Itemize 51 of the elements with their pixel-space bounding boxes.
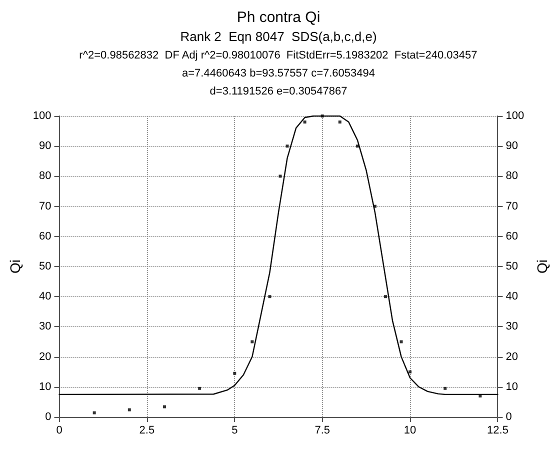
x-tick-label: 2.5: [139, 424, 155, 436]
y-axis-title: Qi: [7, 260, 23, 274]
y-tick-label: 10: [39, 380, 52, 393]
point: [338, 120, 342, 124]
text: a=7.4460643 b=93.57557 c=7.6053494: [182, 68, 376, 80]
line-series: [58, 115, 498, 396]
y-tick-label: 70: [39, 200, 52, 212]
chart-subtitle: Rank 2 Eqn 8047 SDS(a,b,c,d,e): [180, 29, 377, 44]
y-tick-label: 50: [39, 260, 52, 272]
y-tick-label: 100: [32, 110, 52, 122]
y2-tick-label: 40: [506, 290, 518, 303]
y2-tick-label: 20: [506, 350, 518, 363]
y2-tick-label: 80: [506, 170, 518, 182]
y2-tick-label: 30: [506, 320, 518, 333]
point: [162, 405, 166, 408]
point: [198, 386, 202, 390]
y-tick-label: 80: [39, 170, 52, 182]
y2-tick-label: 0: [506, 411, 512, 423]
point: [92, 411, 96, 414]
point: [128, 408, 131, 412]
y-tick-label: 0: [45, 411, 52, 423]
x-tick-label: 12.5: [487, 424, 508, 436]
x-tick-label: 7.5: [314, 424, 330, 436]
point: [408, 370, 412, 374]
point: [400, 340, 403, 344]
point: [384, 295, 387, 298]
point: [303, 120, 306, 124]
y2-tick-label: 70: [506, 200, 518, 212]
point: [250, 340, 254, 344]
x-tick-label: 0: [56, 424, 62, 436]
y-tick-label: 60: [39, 230, 52, 242]
x-tick-label: 5: [232, 424, 238, 436]
y2-tick-label: 10: [506, 380, 518, 393]
y-tick-label: 20: [39, 350, 52, 363]
y2-axis-title: Qi: [534, 260, 550, 274]
chart-title: Ph contra Qi: [236, 9, 320, 26]
point: [286, 144, 289, 148]
point: [444, 386, 447, 390]
y2-tick-label: 60: [506, 230, 518, 242]
text: r^2=0.98562832 DF Adj r^2=0.98010076 FitStdErr=5.1983202 Fstat=240.03457: [79, 50, 478, 62]
x-tick-label: 10: [404, 424, 416, 436]
y2-tick-label: 90: [506, 140, 518, 152]
point: [278, 174, 282, 178]
y-tick-label: 30: [39, 320, 52, 333]
text: d=3.1191526 e=0.30547867: [210, 86, 348, 98]
y-tick-label: 40: [39, 290, 52, 303]
y2-tick-label: 50: [506, 260, 518, 272]
point: [268, 295, 272, 298]
y2-tick-label: 100: [506, 110, 524, 122]
point: [233, 372, 236, 375]
y-tick-label: 90: [39, 140, 52, 152]
